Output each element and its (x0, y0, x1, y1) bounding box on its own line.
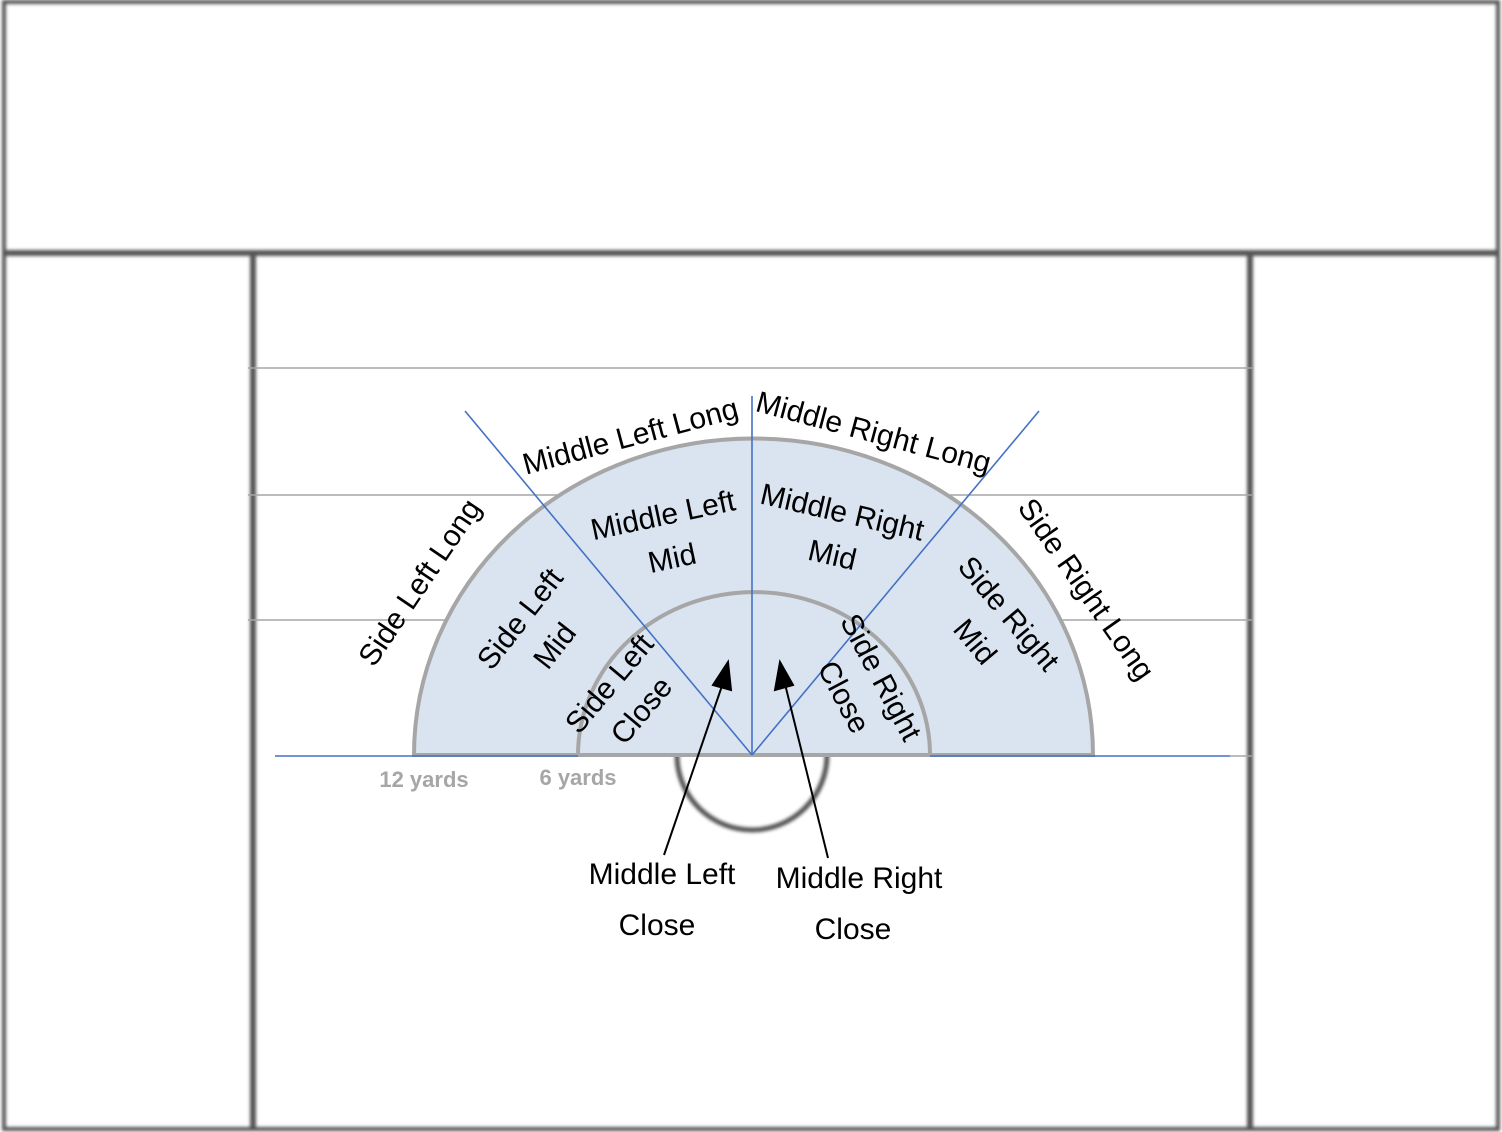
outer-zone-region (411, 436, 1096, 757)
callout-middle-right-close: Middle Right Close (776, 862, 943, 946)
zone-divider-left (464, 410, 753, 756)
callout-middle-right-close-line2: Close (815, 913, 892, 946)
arrowhead-middle-right-close (773, 659, 795, 692)
arrow-middle-right-close (783, 679, 829, 859)
distance-label-inner: 6 yards (539, 765, 616, 790)
distance-label-outer: 12 yards (379, 767, 468, 792)
callout-middle-left-close-line1: Middle Left (589, 858, 736, 891)
zone-divider-right (751, 410, 1040, 756)
callout-arrows (663, 659, 829, 859)
arrow-middle-left-close (663, 679, 725, 856)
arrowhead-middle-left-close (711, 659, 733, 692)
zone-divider-lines (275, 396, 1252, 757)
callout-middle-left-close-line2: Close (619, 909, 696, 942)
shooting-fan (411, 436, 1096, 757)
callout-middle-right-close-line1: Middle Right (776, 862, 943, 895)
inner-zone-arc (576, 590, 932, 756)
callout-middle-left-close: Middle Left Close (589, 858, 736, 942)
